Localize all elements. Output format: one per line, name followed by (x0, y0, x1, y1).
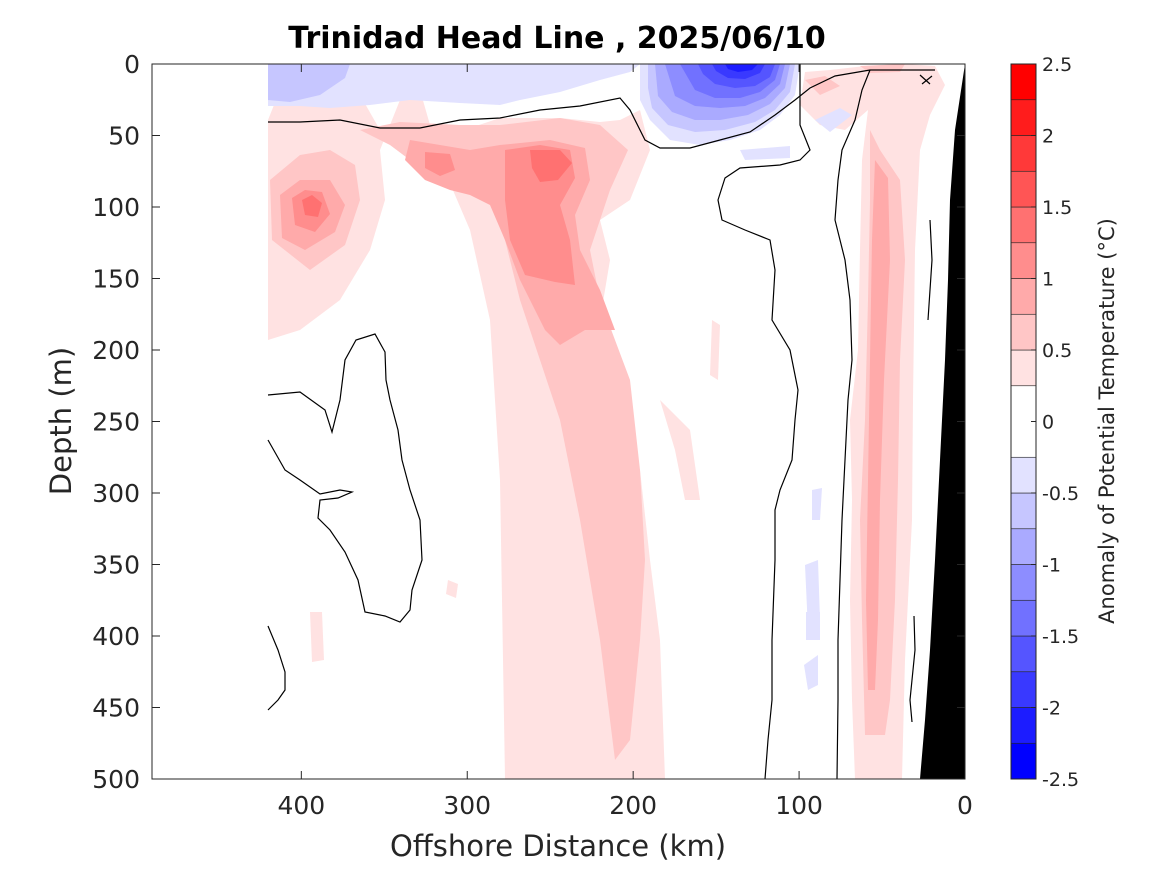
colorbar-segment (1010, 528, 1037, 565)
warm-contour-1-25 (530, 150, 572, 182)
cold-contour-0-25 (806, 612, 820, 640)
colorbar-segment (1010, 349, 1037, 387)
cold-contour-0-25 (268, 64, 640, 108)
colorbar-segment (1010, 99, 1037, 136)
y-tick-label: 350 (92, 551, 140, 580)
colorbar-segment (1010, 135, 1037, 172)
cold-contour-0-25 (410, 64, 455, 84)
y-tick-label: 200 (92, 336, 140, 365)
warm-contour-0-25 (660, 400, 700, 500)
colorbar-segment (1010, 635, 1037, 673)
cold-contour-0-25 (740, 146, 790, 160)
y-tick-label: 150 (92, 265, 140, 294)
colorbar-tick-label: 2.5 (1042, 54, 1072, 76)
x-axis-label: Offshore Distance (km) (390, 829, 726, 863)
colorbar-segment (1010, 564, 1037, 601)
colorbar-segment (1010, 456, 1037, 494)
colorbar-tick-label: 0.5 (1042, 340, 1072, 362)
colorbar-tick-label: -1.5 (1042, 626, 1079, 648)
colorbar: 2.5 2 1.5 1 0.5 0 -0.5 -1 -1.5 -2 -2.5 (1010, 54, 1079, 791)
chart-title: Trinidad Head Line , 2025/06/10 (288, 21, 825, 56)
y-tick-label: 300 (92, 479, 140, 508)
x-tick-label: 200 (609, 791, 657, 820)
warm-contour-1-0 (425, 152, 455, 176)
colorbar-tick-label: 1 (1042, 269, 1054, 291)
warm-contour-0-5 (805, 76, 840, 95)
zero-contour-line (927, 219, 933, 321)
colorbar-tick-label: 0 (1042, 412, 1054, 434)
anomaly-field (267, 64, 965, 779)
warm-contour-0-75 (866, 160, 890, 690)
colorbar-segment (1010, 599, 1037, 637)
y-axis-label: Depth (m) (44, 347, 78, 495)
cold-contour-0-25 (815, 108, 852, 132)
y-tick-label: 100 (92, 193, 140, 222)
y-tick-label: 500 (92, 765, 140, 794)
y-tick-label: 0 (124, 50, 140, 79)
colorbar-segment (1010, 63, 1037, 101)
zero-contour-line (268, 69, 935, 149)
colorbar-segment (1010, 707, 1037, 744)
x-tick-label: 400 (277, 791, 325, 820)
y-tick-label: 250 (92, 408, 140, 437)
cold-contour-0-5 (268, 64, 350, 102)
colorbar-tick-label: -2 (1042, 698, 1061, 720)
warm-contour-0-25 (310, 612, 324, 662)
cold-contour-2-0 (725, 64, 758, 72)
y-tick-label: 50 (108, 122, 140, 151)
colorbar-tick-label: 1.5 (1042, 197, 1072, 219)
zero-contour-line (919, 74, 933, 85)
cold-contour-0-25 (804, 655, 818, 690)
zero-contour-line (267, 625, 286, 711)
colorbar-segment (1010, 170, 1037, 208)
zero-contours (267, 64, 935, 779)
seafloor-bathymetry (920, 64, 965, 779)
zero-contour-line (909, 615, 916, 723)
colorbar-segment (1010, 313, 1037, 351)
colorbar-segment (1010, 492, 1037, 530)
warm-contour-0-5 (860, 64, 905, 73)
zero-contour-line (834, 69, 871, 779)
colorbar-tick-label: 2 (1042, 126, 1054, 148)
axis-ticks: 400 300 200 100 0 0 50 100 150 200 250 300 350 400 450… (92, 50, 973, 820)
zero-contour-line (717, 64, 811, 779)
y-tick-label: 450 (92, 694, 140, 723)
warm-contour-0-25 (446, 580, 458, 598)
colorbar-label: Anomaly of Potential Temperature (°C) (1095, 218, 1119, 624)
x-tick-label: 0 (957, 791, 973, 820)
colorbar-tick-label: -0.5 (1042, 483, 1079, 505)
colorbar-segment (1010, 242, 1037, 279)
colorbar-segment (1010, 671, 1037, 708)
x-tick-label: 300 (443, 791, 491, 820)
colorbar-segment (1010, 278, 1037, 315)
colorbar-tick-label: -1 (1042, 555, 1061, 577)
x-tick-label: 100 (775, 791, 823, 820)
colorbar-segment (1010, 206, 1037, 244)
colorbar-segment (1010, 742, 1037, 780)
y-tick-label: 400 (92, 622, 140, 651)
colorbar-tick-label: -2.5 (1042, 769, 1079, 791)
zero-contour-line (267, 333, 423, 623)
cold-contour-0-25 (812, 488, 822, 520)
warm-contour-0-25 (710, 320, 720, 380)
warm-contour-1-25 (302, 195, 322, 217)
